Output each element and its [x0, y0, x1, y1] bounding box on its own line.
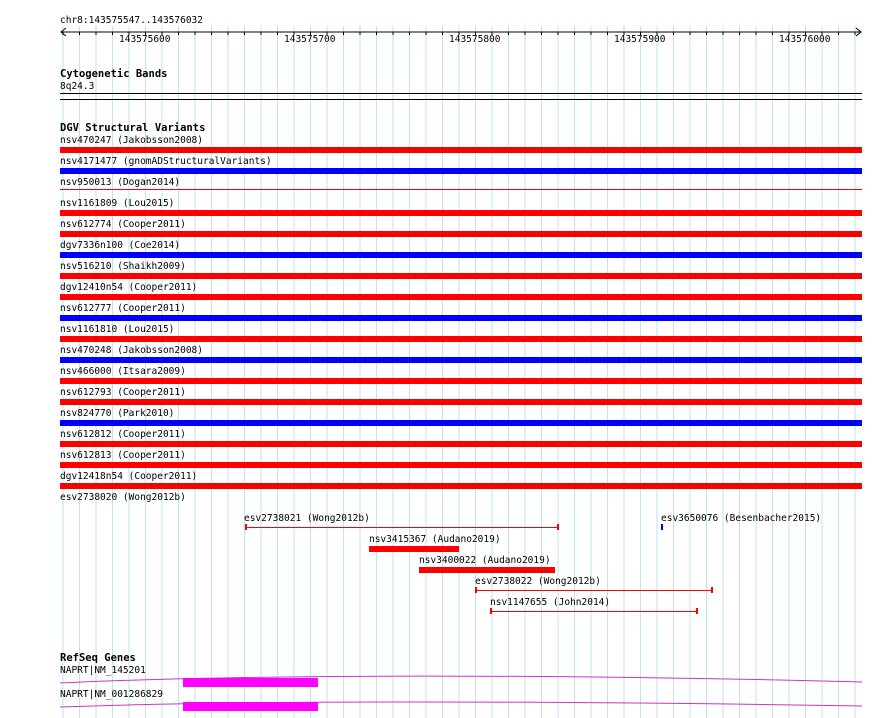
ruler-tick-label: 143575700 [284, 34, 336, 45]
refseq-track-title: RefSeq Genes [60, 652, 136, 664]
variant-label: nsv3415367 (Audano2019) [369, 534, 501, 545]
variant-label: dgv12410n54 (Cooper2011) [60, 282, 198, 293]
variant-bar[interactable] [60, 210, 862, 216]
gene-model[interactable] [0, 698, 890, 718]
variant-bar[interactable] [60, 420, 862, 426]
variant-bar[interactable] [60, 315, 862, 321]
variant-label: esv2738021 (Wong2012b) [244, 513, 370, 524]
variant-bar[interactable] [60, 336, 862, 342]
ruler-tick-label: 143576000 [779, 34, 831, 45]
variant-bar[interactable] [60, 189, 862, 190]
variant-label: nsv612777 (Cooper2011) [60, 303, 186, 314]
variant-label: nsv1161810 (Lou2015) [60, 324, 175, 335]
gene-label: NAPRT|NM_001286829 [60, 689, 163, 700]
cytoband-label: 8q24.3 [60, 81, 95, 92]
variant-bar[interactable] [419, 567, 555, 573]
location-label: chr8:143575547..143576032 [60, 15, 203, 26]
variant-bar[interactable] [60, 294, 862, 300]
variant-line-cap [475, 587, 477, 593]
variant-label: nsv1161809 (Lou2015) [60, 198, 175, 209]
gene-intron-line [59, 701, 863, 708]
ruler-axis[interactable] [0, 26, 890, 38]
variant-label: nsv824770 (Park2010) [60, 408, 175, 419]
variant-label: nsv470247 (Jakobsson2008) [60, 135, 203, 146]
variant-line[interactable] [475, 590, 713, 591]
variant-label: nsv516210 (Shaikh2009) [60, 261, 186, 272]
variant-label: nsv612793 (Cooper2011) [60, 387, 186, 398]
variant-label: esv3650076 (Besenbacher2015) [661, 513, 822, 524]
gene-exon [183, 702, 318, 711]
variant-bar[interactable] [60, 462, 862, 468]
variant-label: nsv612774 (Cooper2011) [60, 219, 186, 230]
variant-bar[interactable] [369, 546, 459, 552]
variant-bar[interactable] [60, 168, 862, 174]
ruler-tick-label: 143575800 [449, 34, 501, 45]
variant-label: nsv612812 (Cooper2011) [60, 429, 186, 440]
variant-line-cap [557, 524, 559, 530]
gene-label: NAPRT|NM_145201 [60, 665, 146, 676]
variant-bar[interactable] [60, 399, 862, 405]
cytoband-line [60, 99, 862, 100]
variant-bar[interactable] [60, 147, 862, 153]
cytoband-track-title: Cytogenetic Bands [60, 68, 168, 80]
variant-label: nsv1147655 (John2014) [490, 597, 611, 608]
variant-bar[interactable] [60, 378, 862, 384]
gene-intron-line [59, 675, 863, 684]
dgv-track-title: DGV Structural Variants [60, 122, 206, 134]
cytoband-line[interactable] [60, 93, 862, 94]
variant-bar[interactable] [60, 231, 862, 237]
variant-line-cap [490, 608, 492, 614]
ruler-tick-label: 143575900 [614, 34, 666, 45]
variant-label: esv2738022 (Wong2012b) [475, 576, 601, 587]
variant-bar[interactable] [60, 357, 862, 363]
variant-label: dgv7336n100 (Coe2014) [60, 240, 181, 251]
variant-line[interactable] [490, 611, 698, 612]
variant-label: nsv3400022 (Audano2019) [419, 555, 551, 566]
variant-line-cap [245, 524, 247, 530]
gene-model[interactable] [0, 672, 890, 692]
variant-label: nsv950013 (Dogan2014) [60, 177, 181, 188]
variant-bar[interactable] [60, 483, 862, 489]
ruler-tick-label: 143575600 [119, 34, 171, 45]
variant-bar[interactable] [60, 252, 862, 258]
variant-label: nsv612813 (Cooper2011) [60, 450, 186, 461]
variant-label: esv2738020 (Wong2012b) [60, 492, 186, 503]
variant-marker[interactable] [661, 524, 663, 530]
variant-line-cap [696, 608, 698, 614]
variant-label: nsv470248 (Jakobsson2008) [60, 345, 203, 356]
variant-label: nsv4171477 (gnomADStructuralVariants) [60, 156, 272, 167]
gene-exon [183, 678, 318, 687]
variant-label: dgv12418n54 (Cooper2011) [60, 471, 198, 482]
variant-bar[interactable] [60, 441, 862, 447]
variant-label: nsv466000 (Itsara2009) [60, 366, 186, 377]
variant-line-cap [711, 587, 713, 593]
variant-line[interactable] [245, 527, 559, 528]
variant-bar[interactable] [60, 273, 862, 279]
